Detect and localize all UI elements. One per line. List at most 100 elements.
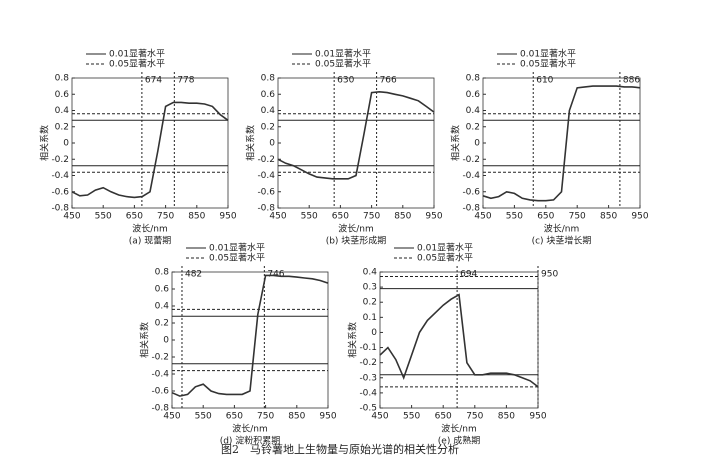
y-tick-label: -0.2	[359, 358, 377, 368]
y-tick-label: 0.8	[261, 74, 276, 84]
subtitle: (d) 淀粉积累期	[220, 435, 281, 447]
x-tick-label: 450	[163, 412, 180, 422]
subtitle: (a) 现蕾期	[129, 235, 171, 247]
subtitle: (c) 块茎增长期	[532, 235, 592, 247]
y-tick-label: 0.2	[363, 298, 377, 308]
wavelength-label: 482	[185, 270, 202, 280]
legend-label: 0.01显著水平	[417, 242, 473, 254]
y-tick-label: -0.5	[359, 404, 377, 414]
x-tick-label: 550	[301, 212, 318, 222]
y-tick-label: -0.2	[462, 155, 480, 165]
legend-label: 0.01显著水平	[520, 48, 576, 60]
y-tick-label: 0.2	[466, 122, 480, 132]
y-axis-label: 相关系数	[245, 125, 257, 161]
y-tick-label: 0.8	[155, 268, 170, 278]
y-tick-label: -0.6	[151, 387, 169, 397]
x-axis-label: 波长/nm	[544, 223, 580, 235]
y-tick-label: 0.8	[55, 74, 70, 84]
x-tick-label: 950	[631, 212, 648, 222]
y-tick-label: -0.4	[359, 388, 377, 398]
y-axis-label: 相关系数	[347, 322, 359, 358]
legend-label: 0.05显著水平	[417, 252, 473, 264]
y-tick-label: 0.2	[155, 319, 169, 329]
y-tick-label: 0.4	[466, 106, 481, 116]
x-tick-label: 450	[371, 412, 388, 422]
x-tick-label: 550	[95, 212, 112, 222]
legend-label: 0.01显著水平	[109, 48, 165, 60]
y-tick-label: -0.8	[462, 204, 480, 214]
figure-caption: 图2 马铃薯地上生物量与原始光谱的相关性分析	[221, 442, 459, 456]
y-tick-label: 0.2	[55, 122, 69, 132]
x-tick-label: 650	[226, 412, 243, 422]
x-axis-label: 波长/nm	[338, 223, 374, 235]
y-tick-label: 0	[63, 139, 69, 149]
x-tick-label: 450	[474, 212, 491, 222]
y-tick-label: -0.8	[151, 404, 169, 414]
legend-label: 0.05显著水平	[315, 58, 371, 70]
y-tick-label: 0.4	[363, 268, 378, 278]
y-tick-label: -0.1	[359, 343, 377, 353]
x-axis-label: 波长/nm	[441, 423, 477, 435]
y-tick-label: -0.2	[51, 155, 69, 165]
y-tick-label: -0.4	[462, 171, 480, 181]
correlation-line	[171, 274, 329, 397]
y-axis-label: 相关系数	[39, 125, 51, 161]
y-tick-label: -0.8	[51, 204, 69, 214]
x-tick-label: 950	[219, 212, 236, 222]
y-tick-label: 0.6	[466, 90, 481, 100]
y-tick-label: -0.2	[151, 353, 169, 363]
y-tick-label: 0.6	[55, 90, 70, 100]
legend-label: 0.05显著水平	[109, 58, 165, 70]
y-tick-label: 0.1	[363, 313, 377, 323]
correlation-line	[71, 101, 229, 199]
wavelength-label: 766	[380, 76, 397, 86]
y-tick-label: 0	[371, 328, 377, 338]
y-tick-label: -0.4	[51, 171, 69, 181]
correlation-line	[277, 90, 435, 180]
wavelength-label: 778	[177, 76, 194, 86]
y-tick-label: -0.8	[257, 204, 275, 214]
x-tick-label: 850	[188, 212, 205, 222]
y-tick-label: 0.4	[55, 106, 70, 116]
x-tick-label: 950	[319, 412, 336, 422]
correlation-line	[379, 293, 539, 388]
wavelength-label: 674	[145, 76, 162, 86]
y-tick-label: 0	[269, 139, 275, 149]
y-axis-label: 相关系数	[139, 322, 151, 358]
x-tick-label: 550	[403, 412, 420, 422]
x-tick-label: 750	[257, 412, 274, 422]
y-tick-label: 0.6	[261, 90, 276, 100]
y-tick-label: -0.6	[257, 187, 275, 197]
x-tick-label: 650	[435, 412, 452, 422]
y-axis-label: 相关系数	[450, 125, 462, 161]
x-tick-label: 550	[506, 212, 523, 222]
y-tick-label: -0.4	[257, 171, 275, 181]
y-tick-label: 0.4	[261, 106, 276, 116]
legend-label: 0.01显著水平	[315, 48, 371, 60]
x-tick-label: 850	[394, 212, 411, 222]
x-axis-label: 波长/nm	[132, 223, 168, 235]
x-axis-label: 波长/nm	[232, 423, 268, 435]
y-tick-label: 0.2	[261, 122, 275, 132]
y-tick-label: -0.2	[257, 155, 275, 165]
wavelength-label: 630	[337, 76, 354, 86]
correlation-line	[482, 85, 641, 202]
subtitle: (e) 成熟期	[438, 435, 480, 447]
y-tick-label: 0	[474, 139, 480, 149]
x-tick-label: 850	[600, 212, 617, 222]
x-tick-label: 750	[157, 212, 174, 222]
x-tick-label: 450	[269, 212, 286, 222]
x-tick-label: 650	[126, 212, 143, 222]
legend-label: 0.05显著水平	[520, 58, 576, 70]
x-tick-label: 650	[537, 212, 554, 222]
wavelength-label: 950	[541, 270, 558, 280]
legend-label: 0.05显著水平	[209, 252, 265, 264]
y-tick-label: 0	[163, 336, 169, 346]
x-tick-label: 950	[425, 212, 442, 222]
x-tick-label: 850	[498, 412, 515, 422]
legend-label: 0.01显著水平	[209, 242, 265, 254]
x-tick-label: 750	[466, 412, 483, 422]
